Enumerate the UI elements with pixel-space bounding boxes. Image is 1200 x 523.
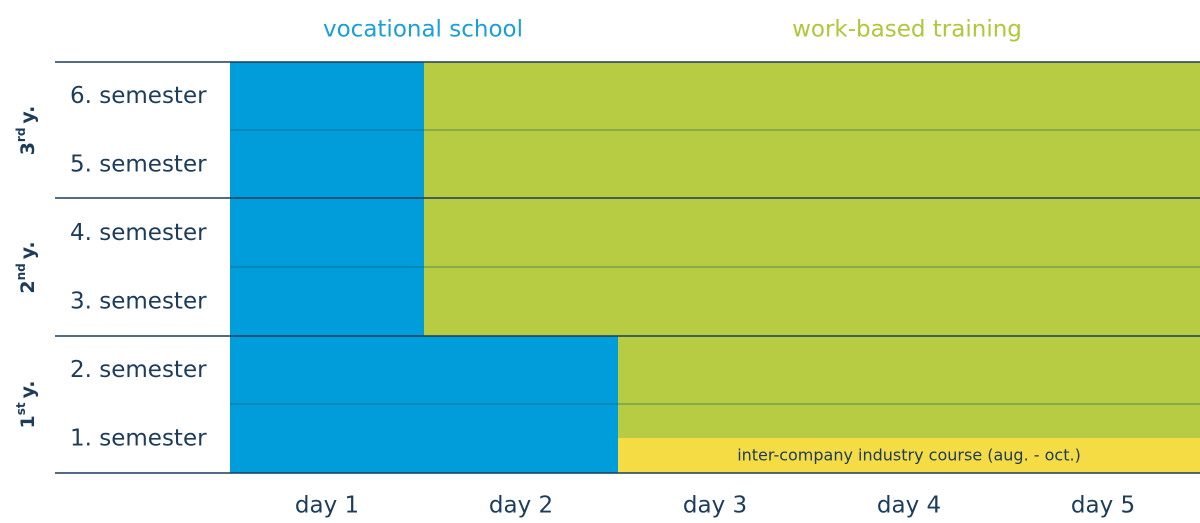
vocational-block (230, 62, 424, 336)
day-label: day 1 (295, 493, 359, 519)
year-number: 1 (17, 415, 39, 428)
year-number: 2 (17, 280, 39, 293)
year-suffix: nd (14, 263, 28, 280)
year-label: 1st y. (14, 381, 39, 429)
course-block (618, 438, 1200, 473)
semester-label: 1. semester (70, 425, 207, 451)
day-label: day 2 (489, 493, 553, 519)
day-label: day 3 (683, 493, 747, 519)
semester-label: 4. semester (70, 220, 207, 246)
year-number: 3 (17, 142, 39, 155)
legend-vocational: vocational school (323, 17, 523, 43)
semester-label: 2. semester (70, 357, 207, 383)
year-unit: y. (17, 241, 39, 259)
year-unit: y. (17, 381, 39, 399)
day-label: day 5 (1071, 493, 1135, 519)
year-suffix: rd (14, 128, 28, 143)
year-label: 3rd y. (14, 106, 39, 156)
semester-label: 3. semester (70, 288, 207, 314)
semester-label: 6. semester (70, 83, 207, 109)
legend-work: work-based training (792, 17, 1022, 43)
semester-label: 5. semester (70, 151, 207, 177)
year-suffix: st (14, 402, 28, 415)
course-label: inter-company industry course (aug. - oc… (737, 446, 1081, 465)
work-block (424, 62, 1200, 336)
day-label: day 4 (877, 493, 941, 519)
year-unit: y. (17, 106, 39, 124)
labels: 6. semester 5. semester 4. semester 3. seme… (14, 83, 1136, 519)
year-label: 2nd y. (14, 241, 39, 293)
